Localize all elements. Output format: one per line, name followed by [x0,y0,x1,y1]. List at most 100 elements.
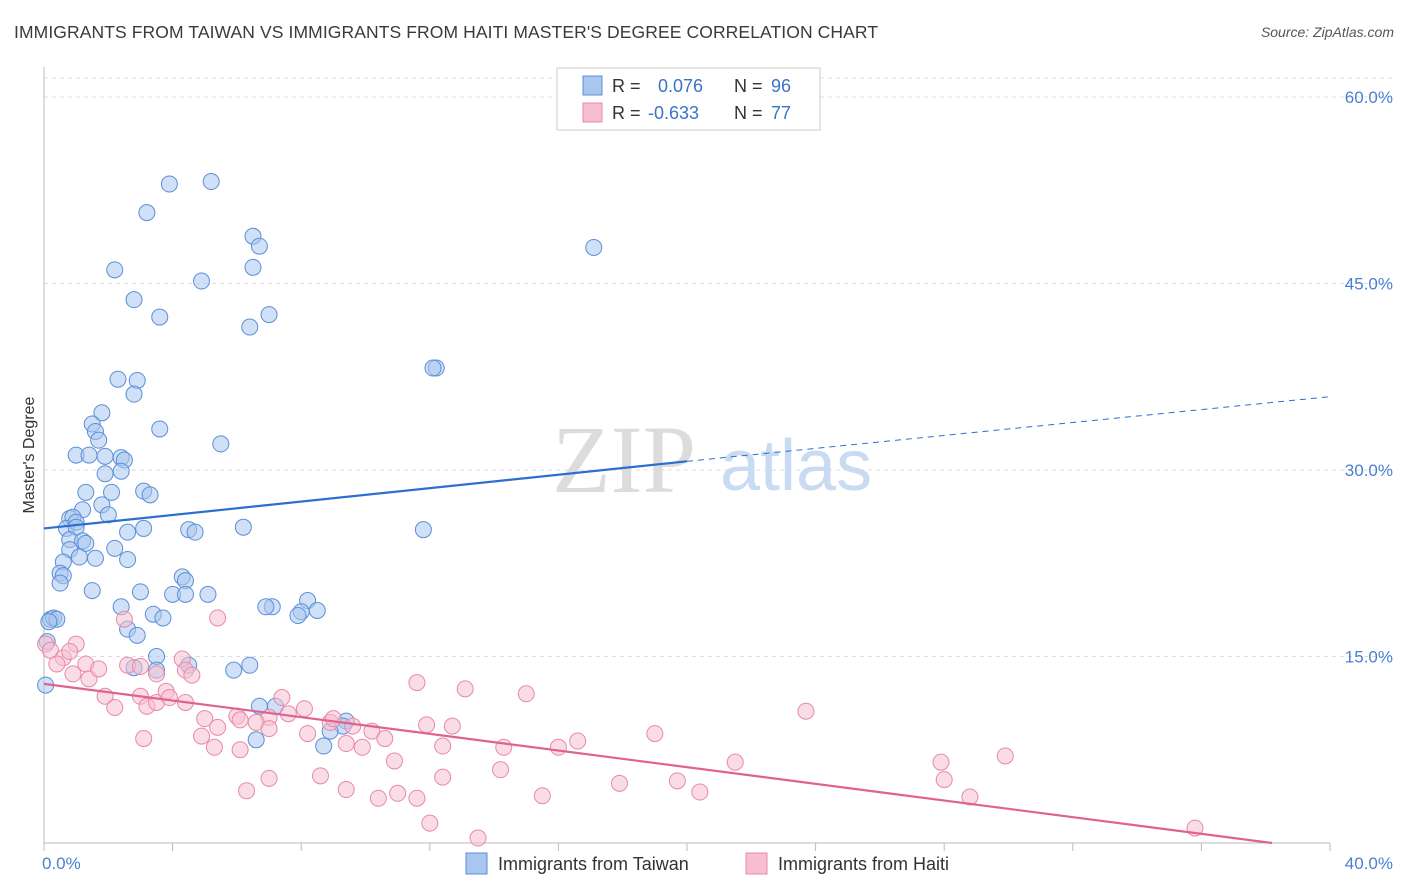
haiti-point-47 [299,725,317,743]
haiti-point-39 [376,730,394,748]
haiti-point-67 [238,782,256,800]
taiwan-point-29 [96,465,114,483]
haiti-trend-solid [43,682,1273,845]
haiti-point-78 [421,814,439,832]
haiti-point-66 [434,768,452,786]
taiwan-point-22 [151,420,169,438]
taiwan-point-47 [414,521,432,539]
top-legend: R = 0.076 N = 96 R = -0.633 N = 77 [556,67,821,131]
taiwan-point-8 [244,258,262,276]
bottom-legend-taiwan: Immigrants from Taiwan [498,854,689,874]
legend-r-label-1: R = [612,76,641,96]
y-tick-label-0: 15.0% [1345,648,1393,667]
haiti-point-68 [337,781,355,799]
taiwan-point-75 [289,606,307,624]
legend-r-value-2: -0.633 [648,103,699,123]
haiti-point-63 [492,761,510,779]
haiti-point-33 [295,700,313,718]
haiti-point-6 [61,643,79,661]
taiwan-point-48 [119,523,137,541]
haiti-point-60 [932,753,950,771]
haiti-point-69 [369,789,387,807]
haiti-point-65 [311,767,329,785]
taiwan-point-53 [106,539,124,557]
taiwan-point-15 [109,370,127,388]
haiti-series [37,609,1204,847]
haiti-point-24 [160,689,178,707]
y-tick-label-3: 60.0% [1345,88,1393,107]
taiwan-point-66 [176,585,194,603]
axes [43,67,1331,851]
legend-swatch-haiti [582,102,603,123]
haiti-point-58 [797,702,815,720]
taiwan-point-2 [138,204,156,222]
x-tick-label-0: 0.0% [42,854,81,873]
taiwan-point-12 [260,306,278,324]
haiti-point-49 [353,738,371,756]
taiwan-point-4 [250,237,268,255]
legend-r-label-2: R = [612,103,641,123]
taiwan-point-33 [77,483,95,501]
haiti-point-72 [533,787,551,805]
taiwan-point-6 [106,261,124,279]
source-label: Source: ZipAtlas.com [1260,24,1394,40]
taiwan-point-46 [234,518,252,536]
taiwan-point-23 [212,435,230,453]
taiwan-point-18 [93,404,111,422]
taiwan-point-67 [199,585,217,603]
taiwan-point-80 [40,613,58,631]
haiti-point-17 [115,610,133,628]
bottom-legend-swatch-haiti [745,852,768,875]
haiti-point-46 [260,720,278,738]
tick-labels: 15.0% 30.0% 45.0% 60.0% 0.0% 40.0% [42,88,1393,873]
taiwan-point-63 [83,582,101,600]
haiti-point-37 [344,717,362,735]
haiti-point-45 [231,741,249,759]
haiti-point-59 [726,753,744,771]
taiwan-point-14 [424,359,442,377]
taiwan-point-26 [96,447,114,465]
haiti-point-44 [205,738,223,756]
taiwan-point-45 [186,523,204,541]
haiti-point-56 [517,685,535,703]
legend-r-value-1: 0.076 [658,76,703,96]
taiwan-trend-solid [43,460,688,530]
haiti-point-19 [106,698,124,716]
haiti-point-55 [456,680,474,698]
haiti-point-62 [385,752,403,770]
taiwan-point-9 [125,291,143,309]
taiwan-point-55 [86,549,104,567]
bottom-legend-haiti: Immigrants from Haiti [778,854,949,874]
taiwan-point-71 [257,598,275,616]
gridlines [44,77,1394,657]
haiti-point-1 [41,641,59,659]
taiwan-point-30 [112,462,130,480]
haiti-point-29 [231,711,249,729]
y-tick-label-2: 45.0% [1345,275,1393,294]
haiti-point-70 [389,784,407,802]
x-tick-label-1: 40.0% [1345,854,1393,873]
taiwan-point-32 [141,486,159,504]
legend-n-value-1: 96 [771,76,791,96]
taiwan-point-5 [585,238,603,256]
bottom-legend-swatch-taiwan [465,852,488,875]
taiwan-point-54 [70,548,88,566]
taiwan-point-82 [128,626,146,644]
trend-lines [43,396,1331,845]
taiwan-series [37,173,603,755]
haiti-point-52 [549,738,567,756]
haiti-point-54 [408,674,426,692]
taiwan-point-0 [160,175,178,193]
haiti-point-53 [569,732,587,750]
haiti-point-73 [610,774,628,792]
taiwan-point-64 [131,583,149,601]
haiti-point-41 [443,717,461,735]
y-axis-title: Master's Degree [21,396,38,513]
taiwan-point-7 [193,272,211,290]
haiti-point-77 [961,788,979,806]
taiwan-point-51 [77,534,95,552]
taiwan-point-43 [135,519,153,537]
haiti-point-71 [408,789,426,807]
bottom-legend: Immigrants from Taiwan Immigrants from H… [465,852,949,875]
haiti-point-28 [209,718,227,736]
